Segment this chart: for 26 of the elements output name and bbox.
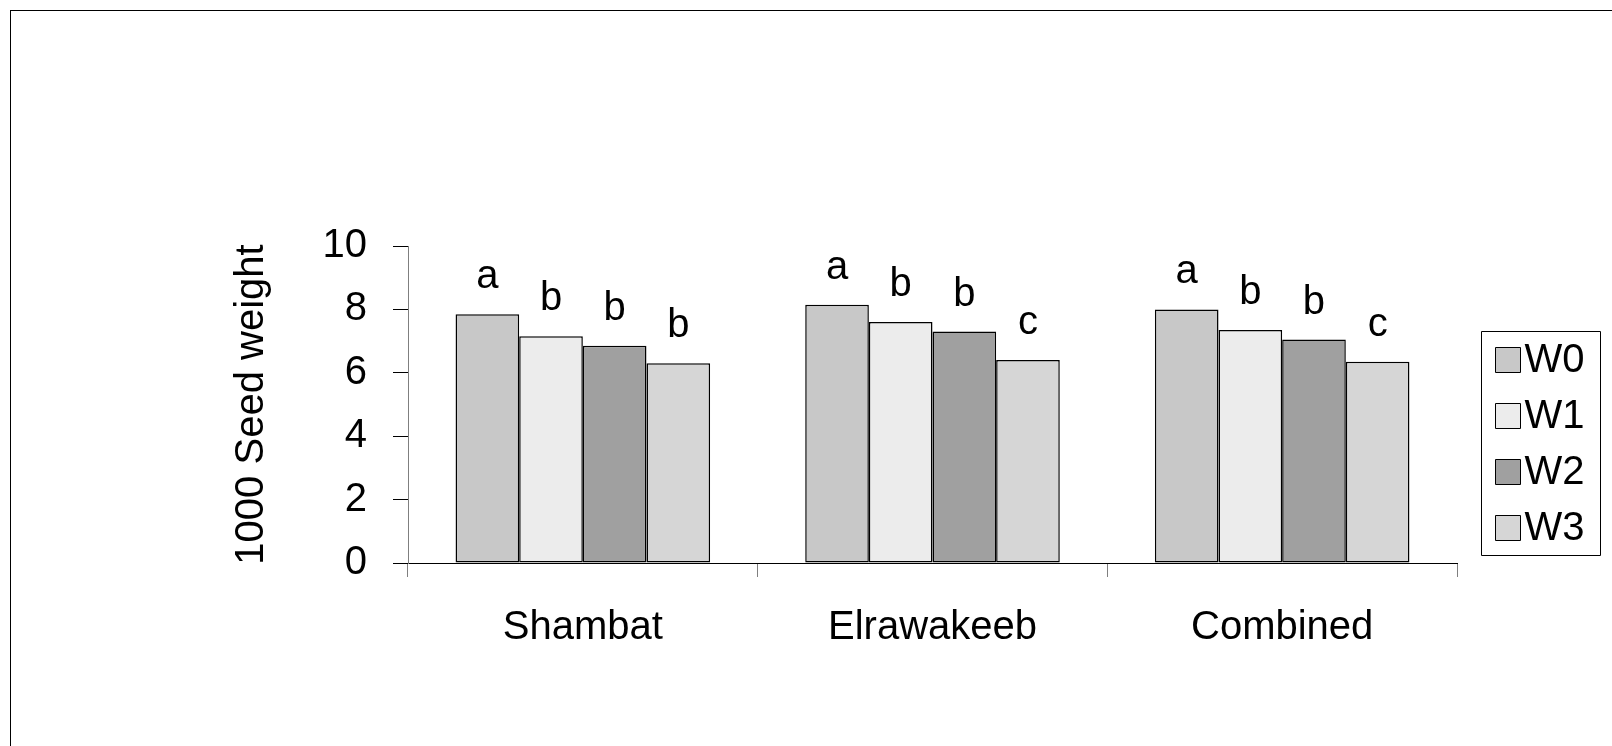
y-tick-label: 2 <box>344 474 367 519</box>
data-label: b <box>539 274 563 319</box>
data-label: b <box>1239 268 1262 313</box>
data-label: a <box>1175 247 1199 292</box>
y-tick-label: 10 <box>322 221 367 266</box>
data-label: a <box>825 242 849 287</box>
legend-label: W2 <box>1524 447 1585 492</box>
data-label: c <box>1367 299 1388 344</box>
data-label: b <box>667 301 690 346</box>
legend-label: W3 <box>1524 503 1585 548</box>
data-label: b <box>1302 277 1326 322</box>
data-label: b <box>953 269 976 314</box>
data-label: b <box>889 260 912 305</box>
x-tick-label: Shambat <box>502 603 663 648</box>
y-axis-title: 1000 Seed weight <box>227 244 272 565</box>
y-tick-label: 0 <box>344 538 367 583</box>
x-tick-label: Combined <box>1191 603 1374 648</box>
y-tick-label: 6 <box>344 347 367 392</box>
data-label: b <box>603 283 626 328</box>
x-tick-label: Elrawakeeb <box>827 603 1038 648</box>
data-label: a <box>476 252 500 297</box>
legend-label: W0 <box>1524 335 1585 380</box>
legend-label: W1 <box>1524 391 1585 436</box>
y-tick-label: 8 <box>344 284 367 329</box>
y-tick-label: 4 <box>344 411 367 456</box>
data-label: c <box>1017 298 1038 343</box>
